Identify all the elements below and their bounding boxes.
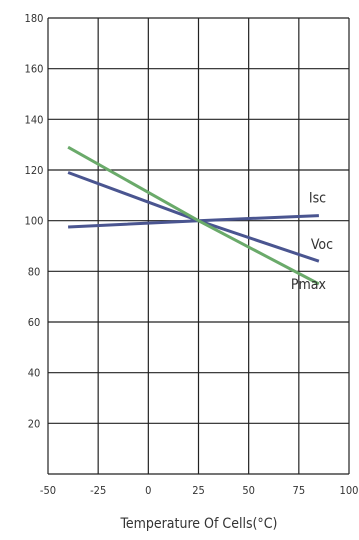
series-labels: Isc Voc Pmax: [291, 191, 333, 293]
y-tick-label: 60: [28, 316, 41, 329]
y-tick-label: 180: [25, 12, 44, 25]
y-tick-label: 120: [25, 164, 44, 177]
y-tick-label: 100: [25, 215, 44, 228]
series-lines: [67, 145, 320, 286]
x-tick-label: 50: [242, 484, 255, 497]
x-axis-title: Temperature Of Cells(°C): [120, 516, 278, 532]
series-label-voc: Voc: [311, 237, 333, 253]
y-axis-ticks: 20 40 60 80 100 120 140 160 180: [25, 12, 44, 430]
y-tick-label: 20: [28, 417, 41, 430]
x-axis-ticks: -50 -25 0 25 50 75 100: [40, 484, 359, 497]
series-label-isc: Isc: [309, 191, 326, 207]
x-tick-label: 100: [340, 484, 359, 497]
x-tick-label: 25: [192, 484, 205, 497]
x-tick-label: 0: [145, 484, 151, 497]
series-label-pmax: Pmax: [291, 277, 327, 293]
y-tick-label: 140: [25, 113, 44, 126]
grid: [47, 17, 350, 475]
y-tick-label: 160: [25, 63, 44, 76]
y-tick-label: 80: [28, 265, 41, 278]
x-tick-label: 75: [293, 484, 306, 497]
y-tick-label: 40: [28, 367, 41, 380]
x-tick-label: -25: [90, 484, 106, 497]
series-line-pmax: [67, 145, 320, 286]
x-tick-label: -50: [40, 484, 56, 497]
